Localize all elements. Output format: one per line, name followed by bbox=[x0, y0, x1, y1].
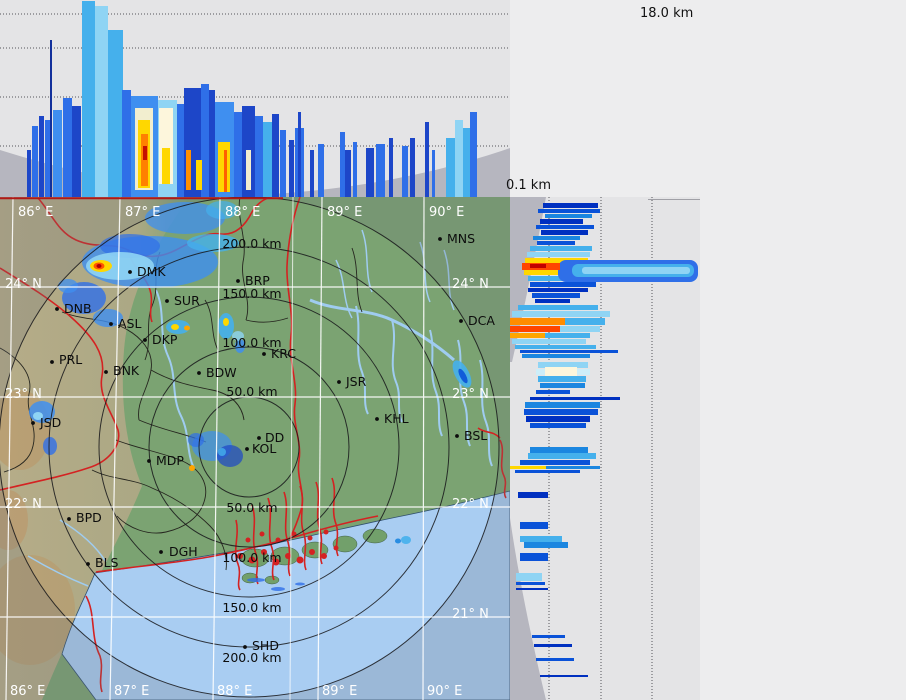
radar-map-canvas[interactable]: DMK BRP SUR DNB ASL DKP KRC PRL BNK BDW JSR KHL JSD D… bbox=[0, 197, 510, 700]
map-rivers bbox=[27, 229, 493, 587]
map-terrain-plateau bbox=[0, 197, 190, 700]
station-label-DMK: DMK bbox=[137, 264, 166, 279]
range-ring-label: 200.0 km bbox=[222, 650, 281, 665]
range-ring-label: 50.0 km bbox=[226, 500, 277, 515]
station-dot-SUR bbox=[165, 299, 169, 303]
longitude-label-bottom: 87° E bbox=[114, 684, 149, 699]
station-dot-JSD bbox=[31, 421, 35, 425]
map-graticule-lines bbox=[0, 197, 510, 700]
latitude-label-left: 24° N bbox=[5, 277, 42, 292]
station-label-BDW: BDW bbox=[206, 365, 237, 380]
latitude-label-left: 22° N bbox=[5, 497, 42, 512]
station-label-BRP: BRP bbox=[245, 273, 270, 288]
map-district-boundaries bbox=[0, 197, 363, 571]
station-dot-KRC bbox=[262, 352, 266, 356]
station-dot-BLS bbox=[86, 562, 90, 566]
latitude-label-right: 23° N bbox=[452, 387, 489, 402]
longitude-label-top: 87° E bbox=[125, 205, 160, 220]
station-label-SUR: SUR bbox=[174, 293, 200, 308]
station-dot-DD bbox=[257, 436, 261, 440]
station-dot-DNB bbox=[55, 307, 59, 311]
station-label-MNS: MNS bbox=[447, 231, 475, 246]
max-height-label: 18.0 km bbox=[640, 6, 694, 21]
station-label-KHL: KHL bbox=[384, 411, 409, 426]
longitude-label-bottom: 86° E bbox=[10, 684, 45, 699]
range-ring-label: 200.0 km bbox=[222, 236, 281, 251]
station-dot-KOL bbox=[245, 447, 249, 451]
side-profile-echo-bars bbox=[512, 203, 620, 677]
map-graticule-labels: 86° E 86° E 87° E 87° E 88° E 88° E 89° E 89° E… bbox=[5, 205, 489, 699]
longitude-label-top: 88° E bbox=[225, 205, 260, 220]
station-label-KRC: KRC bbox=[271, 346, 296, 361]
station-label-DNB: DNB bbox=[64, 301, 92, 316]
station-dot-BDW bbox=[197, 371, 201, 375]
legend-panel: MAX (dBZ) 13:22 / 01-Oct-2025 Kolkata ▸6… bbox=[700, 0, 906, 700]
range-ring-label: 50.0 km bbox=[226, 384, 277, 399]
min-height-label: 0.1 km bbox=[506, 178, 551, 193]
station-dot-DGH bbox=[159, 550, 163, 554]
station-label-BNK: BNK bbox=[113, 363, 140, 378]
station-dot-KHL bbox=[375, 417, 379, 421]
top-profile-canvas bbox=[0, 0, 510, 197]
longitude-label-bottom: 90° E bbox=[427, 684, 462, 699]
station-label-PRL: PRL bbox=[59, 352, 82, 367]
station-label-SHD: SHD bbox=[252, 638, 279, 653]
station-dot-BSL bbox=[455, 434, 459, 438]
station-label-BPD: BPD bbox=[76, 510, 102, 525]
map-ring-labels: 200.0 km 150.0 km 100.0 km 50.0 km 50.0 km 10… bbox=[222, 236, 281, 665]
range-ring-label: 100.0 km bbox=[222, 335, 281, 350]
station-dot-BPD bbox=[67, 517, 71, 521]
side-profile-echo-cores bbox=[510, 260, 698, 469]
station-label-JSD: JSD bbox=[39, 415, 61, 430]
top-profile-echo-cores bbox=[135, 108, 251, 192]
station-dot-BNK bbox=[104, 370, 108, 374]
longitude-label-bottom: 88° E bbox=[217, 684, 252, 699]
range-ring-label: 150.0 km bbox=[222, 286, 281, 301]
map-station-markers: DMK BRP SUR DNB ASL DKP KRC PRL BNK BDW JSR KHL JSD D… bbox=[31, 231, 495, 653]
latitude-label-right: 21° N bbox=[452, 607, 489, 622]
longitude-label-top: 90° E bbox=[429, 205, 464, 220]
station-dot-MDP bbox=[147, 459, 151, 463]
station-label-DKP: DKP bbox=[152, 332, 178, 347]
latitude-label-left: 23° N bbox=[5, 387, 42, 402]
station-label-DCA: DCA bbox=[468, 313, 495, 328]
station-label-MDP: MDP bbox=[156, 453, 184, 468]
station-dot-DCA bbox=[459, 319, 463, 323]
map-panel[interactable]: DMK BRP SUR DNB ASL DKP KRC PRL BNK BDW JSR KHL JSD D… bbox=[0, 197, 510, 700]
station-label-DGH: DGH bbox=[169, 544, 198, 559]
station-label-BLS: BLS bbox=[95, 555, 119, 570]
station-dot-BRP bbox=[236, 279, 240, 283]
range-ring-label: 100.0 km bbox=[222, 550, 281, 565]
station-dot-PRL bbox=[50, 360, 54, 364]
station-label-BSL: BSL bbox=[464, 428, 487, 443]
map-out-of-range-dim bbox=[0, 197, 510, 700]
side-profile-panel bbox=[510, 197, 706, 700]
station-label-DD: DD bbox=[265, 430, 284, 445]
map-radar-echoes bbox=[29, 201, 472, 591]
longitude-label-bottom: 89° E bbox=[322, 684, 357, 699]
latitude-label-right: 22° N bbox=[452, 497, 489, 512]
station-label-KOL: KOL bbox=[252, 441, 276, 456]
station-dot-JSR bbox=[337, 380, 341, 384]
station-dot-DMK bbox=[128, 270, 132, 274]
map-estuary-red-patches bbox=[237, 529, 339, 566]
station-dot-ASL bbox=[109, 322, 113, 326]
range-ring-label: 150.0 km bbox=[222, 600, 281, 615]
top-profile-panel bbox=[0, 0, 510, 197]
side-profile-canvas bbox=[510, 197, 706, 700]
side-profile-blindzone-bottom bbox=[510, 518, 546, 700]
map-state-boundaries bbox=[0, 197, 507, 693]
station-label-ASL: ASL bbox=[118, 316, 141, 331]
map-section-marker-line bbox=[289, 197, 294, 700]
station-label-JSR: JSR bbox=[345, 374, 367, 389]
station-dot-MNS bbox=[438, 237, 442, 241]
longitude-label-top: 89° E bbox=[327, 205, 362, 220]
longitude-label-top: 86° E bbox=[18, 205, 53, 220]
station-dot-SHD bbox=[243, 645, 247, 649]
latitude-label-right: 24° N bbox=[452, 277, 489, 292]
station-dot-DKP bbox=[143, 338, 147, 342]
